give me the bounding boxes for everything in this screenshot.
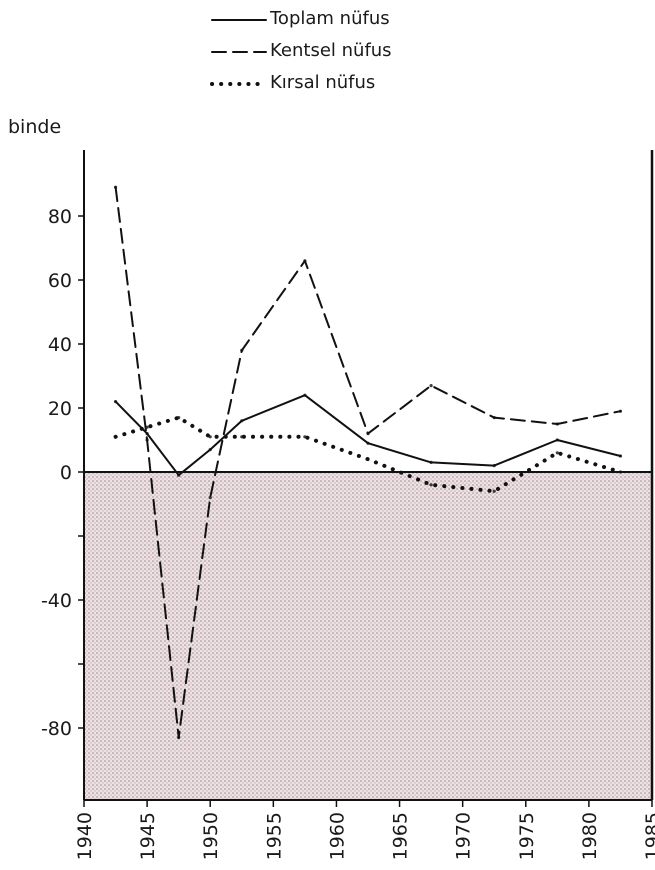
legend-label: Kentsel nüfus [270,40,392,61]
data-point-kentsel-n-fus [618,409,623,413]
x-tick-label: 1945 [137,812,159,860]
x-tick-label: 1950 [200,812,222,860]
data-point-kentsel-n-fus [492,416,496,420]
y-tick-label: 80 [48,206,72,228]
data-point-toplam-n-fus [113,400,118,404]
data-point-kentsel-n-fus [429,384,433,388]
x-tick-label: 1970 [453,812,475,860]
y-tick-label: -40 [41,590,72,612]
data-point-toplam-n-fus [429,460,433,464]
data-point-toplam-n-fus [240,419,244,423]
x-tick-label: 1975 [516,812,538,860]
data-point-toplam-n-fus [303,393,307,397]
y-tick-label: 40 [48,334,72,356]
x-tick-label: 1960 [326,812,348,860]
data-point-k-rsal-n-fus [618,470,623,474]
data-point-toplam-n-fus [492,464,496,468]
x-tick-label: 1985 [642,812,655,860]
series-line-k-rsal-n-fus [113,415,623,494]
data-point-k-rsal-n-fus [303,435,307,439]
x-tick-label: 1955 [263,812,285,860]
data-point-k-rsal-n-fus [240,435,244,439]
y-tick-label: 0 [60,462,72,484]
y-axis-label: binde [8,116,61,138]
data-point-kentsel-n-fus [303,259,307,263]
data-point-kentsel-n-fus [555,422,559,426]
data-point-toplam-n-fus [555,438,559,442]
data-point-toplam-n-fus [145,432,149,436]
data-point-k-rsal-n-fus [113,435,118,439]
data-point-kentsel-n-fus [208,496,212,500]
data-point-kentsel-n-fus [240,348,244,352]
x-tick-label: 1940 [74,812,96,860]
data-point-kentsel-n-fus [145,438,149,442]
data-point-kentsel-n-fus [113,185,118,189]
data-point-k-rsal-n-fus [177,416,181,420]
negative-region-shading [84,472,652,800]
y-tick-label: 60 [48,270,72,292]
data-point-kentsel-n-fus [177,736,181,740]
data-point-toplam-n-fus [366,441,370,445]
data-point-k-rsal-n-fus [208,435,212,439]
data-point-toplam-n-fus [208,448,212,452]
legend-label: Toplam nüfus [269,8,390,29]
data-point-k-rsal-n-fus [555,451,559,455]
data-point-toplam-n-fus [618,454,623,458]
x-tick-label: 1980 [579,812,601,860]
x-tick-label: 1965 [390,812,412,860]
data-point-kentsel-n-fus [366,432,370,436]
series-line-toplam-n-fus [114,394,622,477]
data-point-k-rsal-n-fus [492,489,496,493]
data-point-k-rsal-n-fus [145,425,149,429]
y-tick-label: 20 [48,398,72,420]
legend-label: Kırsal nüfus [270,72,375,93]
data-point-toplam-n-fus [177,473,181,477]
data-point-k-rsal-n-fus [429,483,433,487]
data-point-k-rsal-n-fus [366,457,370,461]
y-tick-label: -80 [41,718,72,740]
